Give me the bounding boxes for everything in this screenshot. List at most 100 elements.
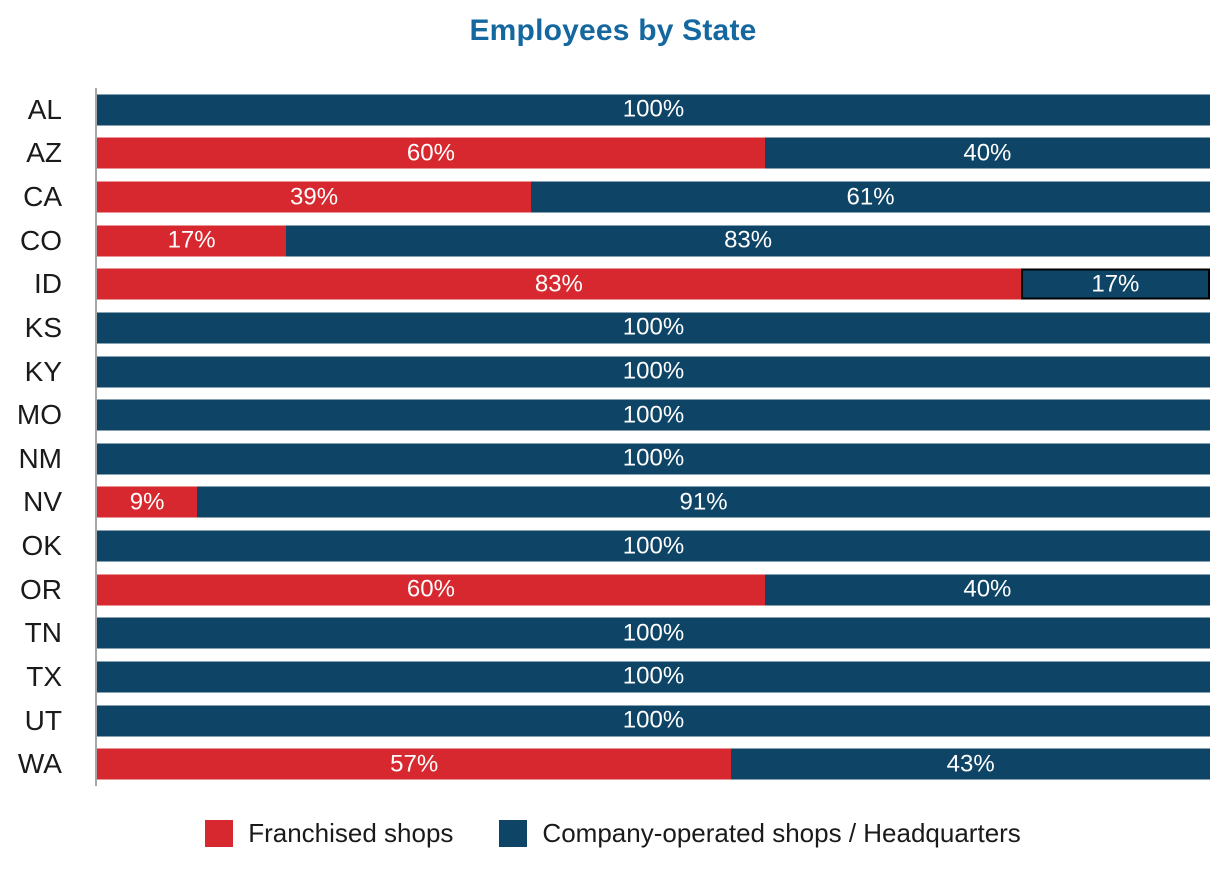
bar-track: 9% 91% <box>97 486 1210 518</box>
legend-label-company: Company-operated shops / Headquarters <box>542 818 1021 848</box>
value-label: 100% <box>622 662 685 690</box>
value-label: 9% <box>129 488 165 516</box>
value-label: 83% <box>724 226 773 254</box>
bar-track: 100% <box>97 661 1210 693</box>
bar-segment-company-al[interactable]: 100% <box>97 94 1210 126</box>
value-label: 100% <box>622 706 685 734</box>
bar-segment-company-ca[interactable]: 61% <box>531 181 1210 213</box>
value-label: 40% <box>963 139 1012 167</box>
y-axis-label-wa: WA <box>17 748 62 780</box>
chart-row-id: ID 83% 17% <box>34 263 1210 307</box>
y-axis-label-or: OR <box>20 573 62 605</box>
y-axis-label-mo: MO <box>16 399 62 431</box>
bar-segment-company-tx[interactable]: 100% <box>97 661 1210 693</box>
value-label: 100% <box>622 313 685 341</box>
chart-row-az: AZ 60% 40% <box>26 132 1210 176</box>
bar-track: 100% <box>97 617 1210 649</box>
bar-segment-company-nv[interactable]: 91% <box>197 486 1210 518</box>
y-axis-label-ky: KY <box>24 355 62 387</box>
bar-segment-company-id[interactable]: 17% <box>1020 268 1210 300</box>
chart-row-ca: CA 39% 61% <box>23 175 1210 219</box>
value-label: 17% <box>1091 270 1140 298</box>
bar-segment-company-ky[interactable]: 100% <box>97 356 1210 388</box>
chart-row-nv: NV 9% 91% <box>23 481 1210 525</box>
chart-row-ut: UT 100% <box>25 699 1210 743</box>
bar-segment-franchised-ca[interactable]: 39% <box>97 181 532 213</box>
legend: Franchised shops Company-operated shops … <box>0 818 1226 849</box>
y-axis-label-co: CO <box>20 224 62 256</box>
bar-segment-company-az[interactable]: 40% <box>764 137 1210 169</box>
plot-area: AL 100% AZ 60% 40% CA 39% 61% CO 17% 83% ID 83% 17% KS… <box>17 88 1210 786</box>
y-axis-label-nv: NV <box>23 486 62 518</box>
y-axis-label-tn: TN <box>24 617 62 649</box>
legend-label-franchised: Franchised shops <box>248 818 454 848</box>
chart-row-ky: KY 100% <box>25 350 1210 394</box>
bar-track: 60% 40% <box>97 137 1210 169</box>
value-label: 57% <box>390 750 439 778</box>
value-label: 100% <box>622 357 685 385</box>
chart-row-tx: TX 100% <box>26 655 1210 699</box>
value-label: 100% <box>622 532 685 560</box>
value-label: 100% <box>622 95 685 123</box>
legend-swatch-company <box>499 820 528 847</box>
bar-segment-company-ut[interactable]: 100% <box>97 705 1210 737</box>
bar-track: 100% <box>97 530 1210 562</box>
y-axis-label-ok: OK <box>21 530 62 562</box>
bar-segment-company-or[interactable]: 40% <box>764 574 1210 606</box>
value-label: 100% <box>622 444 685 472</box>
value-label: 60% <box>406 575 455 603</box>
chart-row-or: OR 60% 40% <box>20 568 1210 612</box>
bar-track: 100% <box>97 356 1210 388</box>
chart-row-nm: NM 100% <box>18 437 1210 481</box>
chart-row-wa: WA 57% 43% <box>18 742 1210 786</box>
bar-segment-company-nm[interactable]: 100% <box>97 443 1210 475</box>
chart-row-co: CO 17% 83% <box>20 219 1210 263</box>
value-label: 100% <box>622 401 685 429</box>
bar-segment-franchised-co[interactable]: 17% <box>97 225 287 257</box>
bar-track: 17% 83% <box>97 225 1210 257</box>
bar-segment-franchised-or[interactable]: 60% <box>97 574 765 606</box>
bar-track: 39% 61% <box>97 181 1210 213</box>
chart-row-ks: KS 100% <box>25 306 1210 350</box>
bar-segment-franchised-wa[interactable]: 57% <box>97 748 732 780</box>
bar-segment-company-ok[interactable]: 100% <box>97 530 1210 562</box>
chart-row-al: AL 100% <box>28 88 1210 132</box>
bar-track: 100% <box>97 94 1210 126</box>
chart-row-mo: MO 100% <box>17 393 1210 437</box>
value-label: 39% <box>290 183 339 211</box>
bar-segment-company-mo[interactable]: 100% <box>97 399 1210 431</box>
bar-track: 100% <box>97 312 1210 344</box>
bar-segment-franchised-nv[interactable]: 9% <box>97 486 198 518</box>
value-label: 91% <box>679 488 728 516</box>
bar-segment-franchised-az[interactable]: 60% <box>97 137 765 169</box>
y-axis-label-az: AZ <box>26 137 62 169</box>
bar-track: 100% <box>97 443 1210 475</box>
bar-track: 57% 43% <box>97 748 1210 780</box>
bar-track: 60% 40% <box>97 574 1210 606</box>
legend-item-company: Company-operated shops / Headquarters <box>499 818 1021 849</box>
bar-track: 100% <box>97 399 1210 431</box>
value-label: 60% <box>406 139 455 167</box>
chart-title: Employees by State <box>469 14 757 47</box>
y-axis-label-nm: NM <box>18 442 62 474</box>
bar-track: 83% 17% <box>97 268 1210 300</box>
bar-segment-company-co[interactable]: 83% <box>286 225 1210 257</box>
value-label: 43% <box>946 750 995 778</box>
y-axis-label-ut: UT <box>24 704 62 736</box>
y-axis-label-ca: CA <box>23 181 62 213</box>
value-label: 40% <box>963 575 1012 603</box>
y-axis-label-id: ID <box>34 268 62 300</box>
bar-segment-company-ks[interactable]: 100% <box>97 312 1210 344</box>
bar-segment-company-wa[interactable]: 43% <box>731 748 1210 780</box>
chart-row-tn: TN 100% <box>25 612 1210 656</box>
value-label: 61% <box>846 183 895 211</box>
bar-track: 100% <box>97 705 1210 737</box>
y-axis-label-tx: TX <box>26 660 62 692</box>
legend-swatch-franchised <box>205 820 234 847</box>
y-axis-label-al: AL <box>27 93 62 125</box>
y-axis-label-ks: KS <box>24 311 62 343</box>
bar-segment-franchised-id[interactable]: 83% <box>97 268 1021 300</box>
bar-segment-company-tn[interactable]: 100% <box>97 617 1210 649</box>
value-label: 17% <box>167 226 216 254</box>
